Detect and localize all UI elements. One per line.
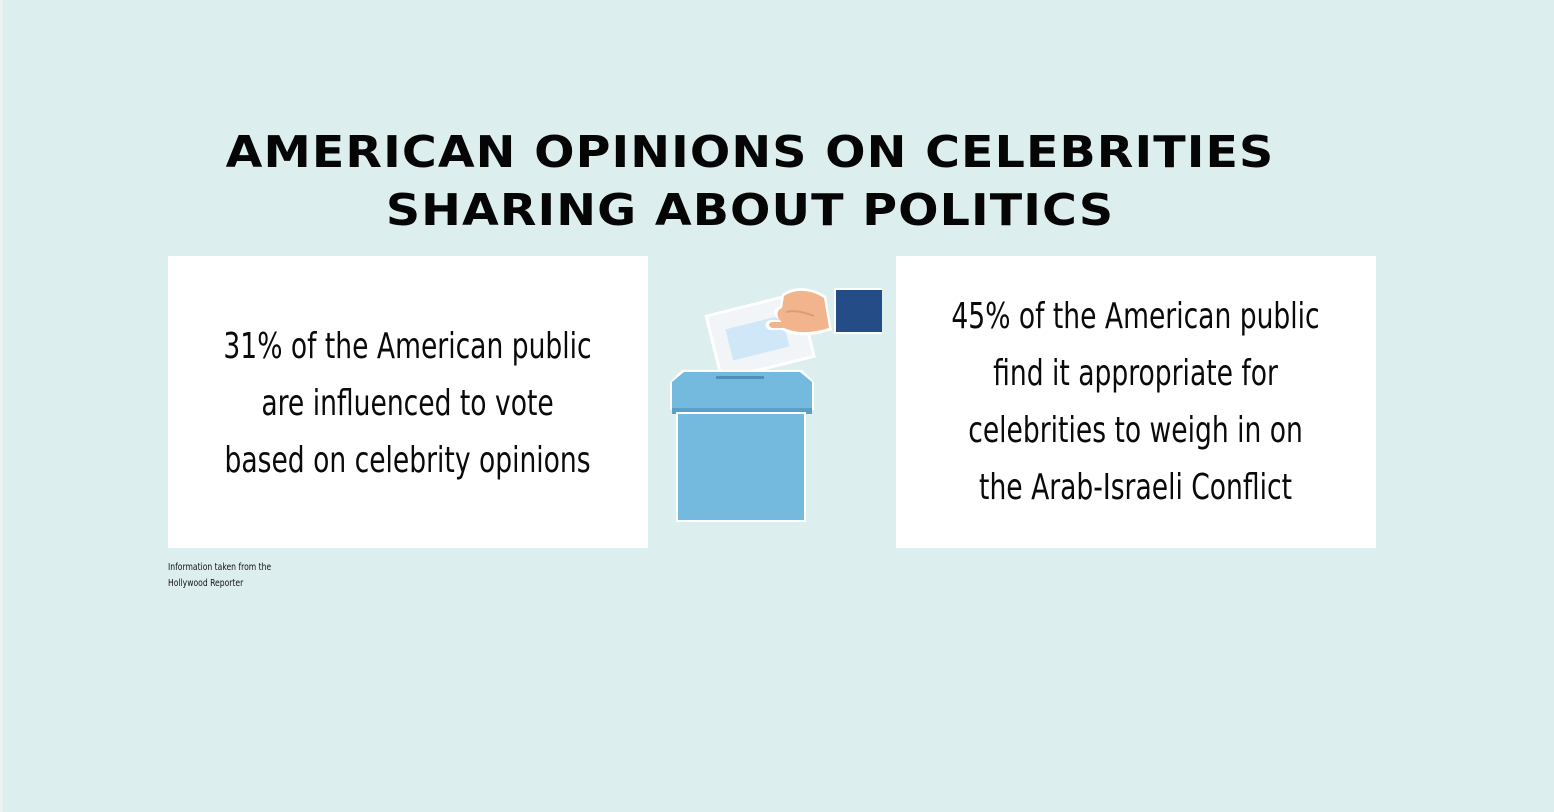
stat-line: find it appropriate for — [993, 353, 1279, 394]
page-title: AMERICAN OPINIONS ON CELEBRITIES SHARING… — [102, 124, 1398, 240]
stat-line: 31% of the American public — [223, 325, 593, 367]
title-line-2: SHARING ABOUT POLITICS — [385, 185, 1115, 236]
stat-card-influence-text: 31% of the American public are influence… — [224, 318, 592, 489]
stat-line: based on celebrity opinions — [224, 439, 592, 481]
page-edge — [0, 0, 3, 812]
stat-line: 45% of the American public — [951, 296, 1321, 337]
ballot-box-icon — [664, 282, 886, 524]
stat-card-appropriate: 45% of the American public find it appro… — [896, 256, 1376, 548]
stat-line: the Arab-Israeli Conflict — [979, 467, 1293, 508]
source-line-2: Hollywood Reporter — [168, 578, 244, 589]
stat-line: are influenced to vote — [261, 382, 555, 424]
source-note: Information taken from the Hollywood Rep… — [168, 560, 271, 592]
stat-line: celebrities to weigh in on — [968, 410, 1304, 451]
stat-card-appropriate-text: 45% of the American public find it appro… — [952, 288, 1320, 516]
hand — [765, 288, 832, 336]
title-line-1: AMERICAN OPINIONS ON CELEBRITIES — [225, 127, 1275, 178]
source-line-1: Information taken from the — [168, 562, 272, 573]
stat-card-influence: 31% of the American public are influence… — [168, 256, 648, 548]
